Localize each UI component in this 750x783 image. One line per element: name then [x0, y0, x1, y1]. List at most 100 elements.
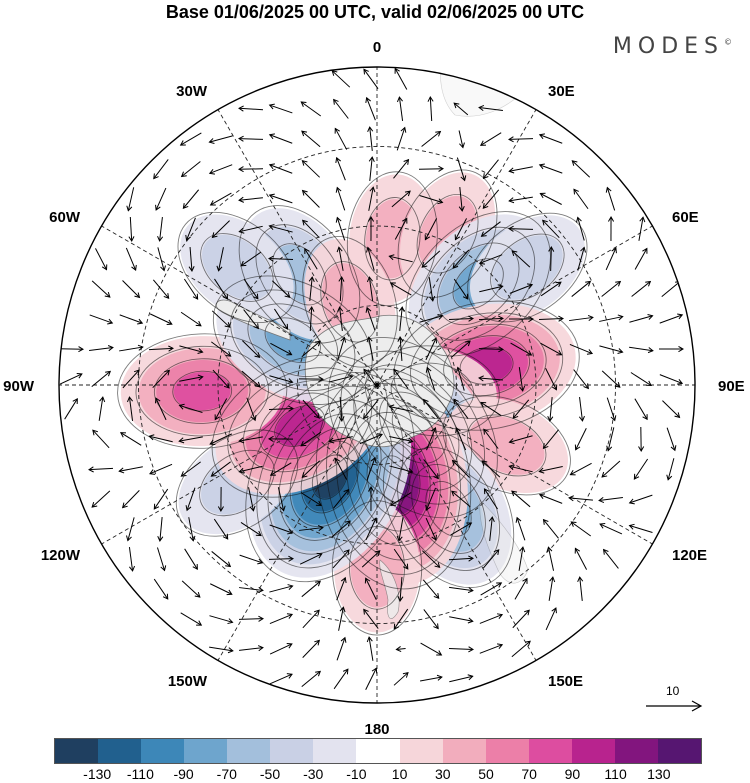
wind-vector [180, 612, 203, 626]
wind-vector [428, 277, 436, 302]
wind-vector [364, 577, 377, 600]
wind-vector [211, 220, 230, 239]
lon-label-60w: 60W [49, 209, 81, 226]
wind-vector [424, 218, 438, 241]
wind-vector [421, 250, 441, 268]
colorbar-swatch [657, 739, 701, 763]
brand-mark: © [724, 37, 732, 47]
wind-vector [606, 397, 617, 422]
wind-vector [59, 372, 83, 385]
wind-vector [178, 403, 203, 414]
wind-vector [239, 645, 264, 652]
wind-vector [240, 251, 262, 267]
wind-vector [538, 493, 563, 504]
wind-vector [213, 518, 229, 540]
wind-vector [488, 516, 495, 541]
colorbar-swatch [528, 739, 572, 763]
wind-vector [368, 156, 375, 181]
wind-vector [425, 487, 437, 512]
height-contour [443, 335, 531, 397]
wind-vector [396, 126, 407, 151]
lon-label-150e: 150E [548, 673, 583, 690]
wind-vector [334, 127, 348, 150]
wind-vector [334, 457, 348, 480]
wind-vector [419, 313, 444, 323]
colorbar [54, 738, 702, 764]
meridian-line [376, 109, 537, 386]
wind-vector [181, 580, 201, 598]
wind-vector [514, 577, 528, 600]
colorbar-tick-label: 110 [604, 766, 627, 782]
wind-vector [634, 247, 648, 270]
height-contour [436, 242, 520, 326]
wind-vector [298, 376, 324, 383]
brand-text: MODES [612, 34, 724, 59]
height-contour [390, 362, 475, 419]
wind-vector [478, 105, 503, 112]
wind-vector [210, 461, 231, 477]
wind-vector [153, 578, 169, 600]
wind-vector [301, 340, 321, 358]
wind-vector [518, 546, 526, 571]
wind-vector [575, 216, 585, 241]
meridian-line [376, 384, 653, 545]
wind-vector [154, 397, 167, 421]
height-contour [267, 399, 393, 555]
wind-vector [396, 96, 404, 121]
wind-vector [478, 375, 504, 382]
height-contour [230, 289, 356, 391]
wind-vector [156, 547, 167, 572]
wind-vector [270, 342, 293, 356]
wind-vector [540, 342, 563, 356]
wind-vector [515, 516, 526, 541]
wind-vector [423, 609, 439, 630]
wind-vector [242, 340, 261, 359]
wind-vector [238, 465, 263, 474]
wind-vector [538, 465, 563, 474]
wind-vector [419, 195, 444, 205]
wind-vector [268, 435, 294, 442]
wind-vector [638, 216, 646, 241]
wind-vector [243, 309, 259, 330]
wind-vector [212, 369, 230, 389]
lon-label-30w: 30W [176, 83, 208, 100]
wind-vector [450, 522, 473, 536]
wind-vector [122, 280, 141, 299]
wind-vector [631, 280, 652, 297]
colorbar-swatch [614, 739, 658, 763]
wind-vector [366, 336, 374, 361]
wind-vector [89, 345, 114, 352]
wind-vector [208, 164, 233, 175]
wind-vector [569, 314, 594, 322]
colorbar-swatch [571, 739, 615, 763]
wind-vector [185, 487, 196, 512]
wind-vector [480, 221, 501, 237]
wind-vector [153, 488, 169, 510]
colorbar-labels: -130 -110 -90 -70 -50 -30 -10 10 30 50 70 90 110 130 [54, 766, 702, 783]
wind-vector [336, 576, 347, 601]
wind-vector [395, 646, 406, 653]
wind-vector [332, 549, 350, 569]
wind-vector [420, 642, 443, 656]
height-contour [327, 337, 498, 519]
lon-label-90e: 90E [718, 378, 745, 395]
wind-vector [184, 548, 198, 571]
wind-vector [214, 398, 228, 421]
wind-vector [508, 166, 533, 174]
wind-vector [239, 554, 264, 565]
wind-vector [299, 525, 324, 532]
wind-vector [539, 192, 562, 205]
map-title: Base 01/06/2025 00 UTC, valid 02/06/2025… [165, 2, 585, 22]
height-contour [172, 370, 233, 412]
wind-vector [188, 517, 196, 542]
wind-vector [367, 216, 375, 242]
wind-vector [188, 246, 195, 272]
wind-vector [302, 609, 320, 629]
height-contour [397, 169, 498, 298]
wind-vector [119, 432, 142, 446]
wind-vector [573, 188, 589, 210]
wind-vector [458, 187, 465, 212]
map-boundary [58, 66, 696, 704]
wind-vector [393, 158, 410, 179]
latitude-circle [217, 225, 537, 545]
